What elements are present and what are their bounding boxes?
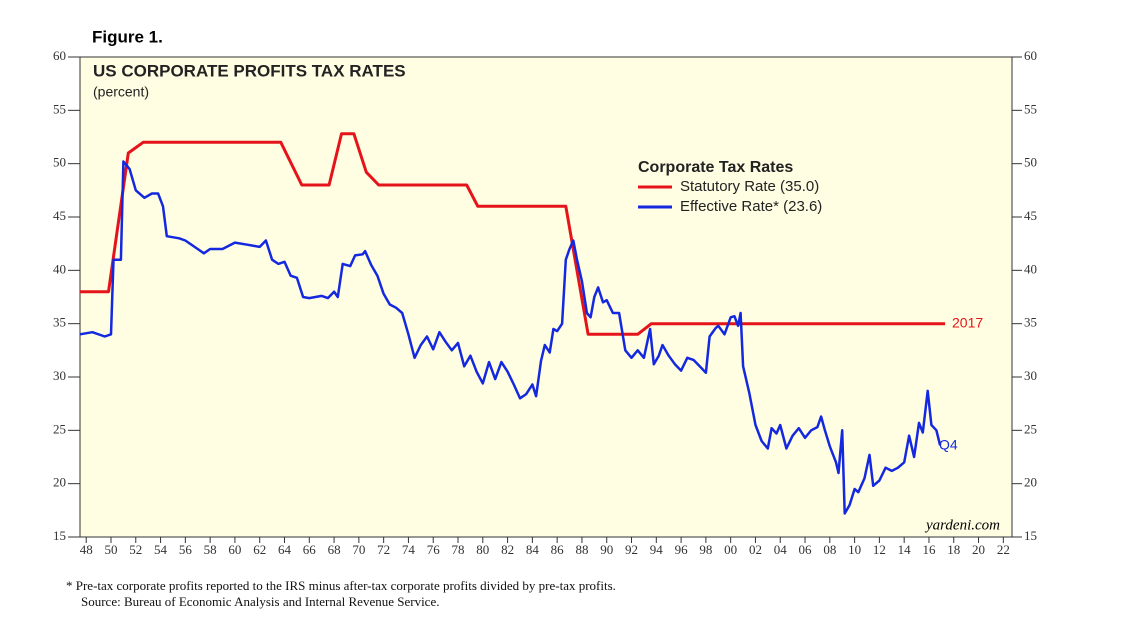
x-tick-label: 86 bbox=[551, 542, 565, 557]
x-tick-label: 58 bbox=[204, 542, 217, 557]
series-line bbox=[80, 132, 946, 336]
source-mark: yardeni.com bbox=[924, 517, 1000, 533]
x-tick-label: 04 bbox=[774, 542, 788, 557]
y-tick-label: 20 bbox=[53, 475, 66, 490]
x-tick-label: 92 bbox=[625, 542, 638, 557]
x-tick-label: 56 bbox=[179, 542, 193, 557]
x-tick-label: 06 bbox=[799, 542, 813, 557]
legend-title: Corporate Tax Rates bbox=[638, 159, 793, 176]
chart-subtitle: (percent) bbox=[93, 84, 149, 100]
x-tick-label: 18 bbox=[947, 542, 960, 557]
x-tick-label: 82 bbox=[501, 542, 514, 557]
x-tick-label: 16 bbox=[922, 542, 936, 557]
x-tick-label: 14 bbox=[898, 542, 912, 557]
legend-label: Effective Rate* (23.6) bbox=[680, 198, 822, 215]
y-tick-label: 30 bbox=[1024, 368, 1037, 383]
y-tick-label: 50 bbox=[53, 155, 66, 170]
plot-area bbox=[79, 56, 1013, 538]
x-tick-label: 52 bbox=[129, 542, 142, 557]
y-tick-label: 45 bbox=[1024, 208, 1037, 223]
y-tick-label: 25 bbox=[53, 421, 66, 436]
x-tick-label: 08 bbox=[823, 542, 836, 557]
x-tick-label: 22 bbox=[997, 542, 1010, 557]
y-tick-label: 30 bbox=[53, 368, 66, 383]
x-tick-label: 90 bbox=[600, 542, 613, 557]
x-tick-label: 74 bbox=[402, 542, 416, 557]
x-tick-label: 72 bbox=[377, 542, 390, 557]
y-tick-label: 15 bbox=[1024, 528, 1037, 543]
x-tick-label: 62 bbox=[253, 542, 266, 557]
footnote: Source: Bureau of Economic Analysis and … bbox=[81, 594, 439, 609]
y-tick-label: 35 bbox=[1024, 315, 1037, 330]
x-tick-label: 60 bbox=[228, 542, 241, 557]
y-tick-label: 40 bbox=[53, 261, 66, 276]
x-tick-label: 02 bbox=[749, 542, 762, 557]
y-tick-label: 40 bbox=[1024, 261, 1037, 276]
x-tick-label: 12 bbox=[873, 542, 886, 557]
x-tick-label: 20 bbox=[972, 542, 985, 557]
x-tick-label: 48 bbox=[80, 542, 93, 557]
x-tick-label: 00 bbox=[724, 542, 737, 557]
y-tick-label: 20 bbox=[1024, 475, 1037, 490]
chart-title: US CORPORATE PROFITS TAX RATES bbox=[93, 61, 406, 80]
annotation: Q4 bbox=[939, 437, 958, 453]
x-tick-label: 76 bbox=[427, 542, 441, 557]
y-tick-label: 60 bbox=[1024, 48, 1037, 63]
x-tick-label: 88 bbox=[575, 542, 588, 557]
x-tick-label: 84 bbox=[526, 542, 540, 557]
annotation: 2017 bbox=[952, 315, 983, 331]
x-tick-label: 70 bbox=[352, 542, 365, 557]
y-tick-label: 45 bbox=[53, 208, 66, 223]
x-tick-label: 50 bbox=[104, 542, 117, 557]
y-tick-label: 35 bbox=[53, 315, 66, 330]
y-tick-label: 15 bbox=[53, 528, 66, 543]
y-tick-label: 55 bbox=[1024, 101, 1037, 116]
x-tick-label: 10 bbox=[848, 542, 861, 557]
x-tick-label: 98 bbox=[699, 542, 712, 557]
figure-label: Figure 1. bbox=[92, 27, 163, 46]
footnote: * Pre-tax corporate profits reported to … bbox=[66, 578, 616, 593]
x-tick-label: 78 bbox=[452, 542, 465, 557]
x-tick-label: 64 bbox=[278, 542, 292, 557]
y-tick-label: 25 bbox=[1024, 421, 1037, 436]
x-tick-label: 68 bbox=[328, 542, 341, 557]
legend-label: Statutory Rate (35.0) bbox=[680, 178, 819, 195]
y-tick-label: 50 bbox=[1024, 155, 1037, 170]
x-tick-label: 94 bbox=[650, 542, 664, 557]
y-tick-label: 55 bbox=[53, 101, 66, 116]
x-tick-label: 80 bbox=[476, 542, 489, 557]
series-line bbox=[79, 160, 942, 515]
x-tick-label: 96 bbox=[675, 542, 689, 557]
x-tick-label: 54 bbox=[154, 542, 168, 557]
x-tick-label: 66 bbox=[303, 542, 317, 557]
y-tick-label: 60 bbox=[53, 48, 66, 63]
